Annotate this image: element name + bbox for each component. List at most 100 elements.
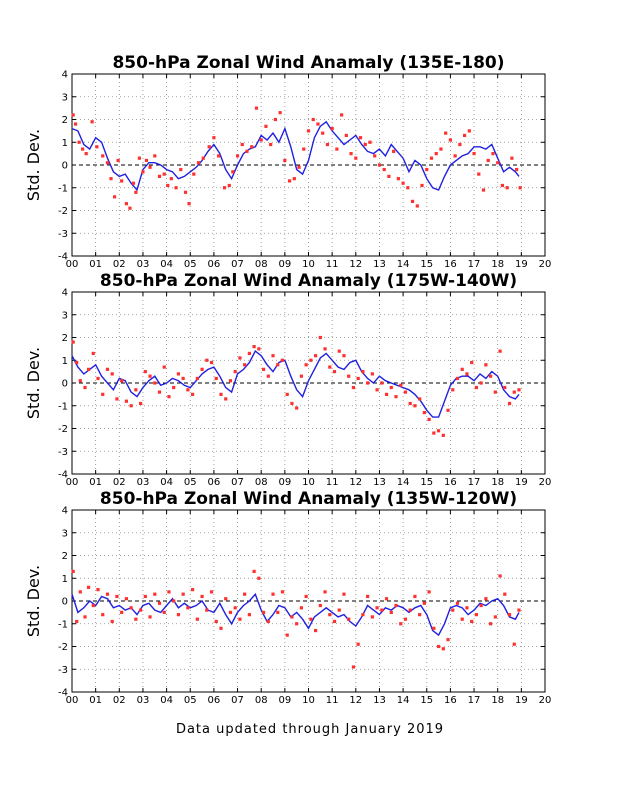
data-point [86, 367, 91, 371]
data-point [309, 358, 313, 362]
data-point [484, 597, 488, 601]
x-tick-label: 16 [444, 695, 457, 706]
data-point [238, 617, 242, 621]
data-point [176, 613, 181, 617]
x-tick-label: 10 [302, 477, 315, 488]
data-point [481, 188, 486, 192]
data-point [498, 574, 502, 578]
data-point [257, 576, 261, 580]
y-tick-label: -2 [58, 424, 68, 435]
data-point [124, 597, 128, 601]
y-tick-label: -1 [58, 619, 68, 630]
data-point [387, 174, 391, 178]
data-point [187, 202, 191, 206]
data-point [77, 140, 81, 144]
data-point [363, 142, 367, 147]
data-point [238, 356, 242, 360]
data-point [332, 619, 337, 624]
y-tick-label: 3 [62, 528, 68, 539]
data-point [101, 392, 105, 396]
chart-panel-3: 850-hPa Zonal Wind Anamaly (135W-120W)00… [24, 489, 551, 706]
x-tick-label: 12 [349, 477, 362, 488]
y-tick-label: -3 [58, 665, 68, 676]
data-point [401, 181, 405, 185]
data-point [109, 177, 113, 181]
data-point [361, 613, 365, 617]
y-tick-label: -2 [58, 206, 68, 217]
data-point [101, 154, 105, 158]
data-point [112, 195, 117, 199]
data-point [280, 590, 285, 594]
data-point [460, 617, 464, 621]
data-point [235, 154, 240, 158]
data-point [420, 183, 424, 188]
data-point [436, 644, 441, 649]
y-tick-label: 0 [62, 379, 68, 390]
data-point [462, 133, 467, 138]
y-tick-label: 1 [62, 138, 68, 149]
data-point [143, 594, 147, 599]
data-point [148, 165, 152, 169]
data-point [477, 172, 481, 176]
data-point [243, 592, 247, 596]
x-tick-label: 09 [278, 477, 291, 488]
x-tick-label: 00 [66, 259, 79, 270]
y-tick-label: 1 [62, 356, 68, 367]
x-tick-label: 03 [137, 477, 150, 488]
data-point [446, 638, 450, 642]
data-point [515, 167, 519, 172]
data-point [479, 603, 483, 608]
data-point [73, 122, 78, 126]
data-point [219, 626, 223, 630]
data-point [176, 372, 181, 376]
x-tick-label: 14 [397, 695, 410, 706]
data-point [351, 385, 356, 390]
data-point [444, 131, 448, 135]
data-point [432, 626, 436, 630]
data-point [287, 179, 292, 183]
x-tick-label: 06 [208, 259, 221, 270]
y-tick-label: 0 [62, 161, 68, 172]
x-tick-label: 13 [373, 695, 386, 706]
data-point [403, 617, 408, 621]
data-point [243, 363, 247, 367]
data-point [472, 152, 476, 156]
data-point [129, 606, 133, 610]
chart-panel-2: 850-hPa Zonal Wind Anamaly (175W-140W)00… [24, 271, 551, 488]
data-point [425, 167, 429, 172]
data-point [489, 374, 493, 378]
data-point [337, 349, 341, 353]
data-point [96, 376, 100, 381]
data-point [131, 181, 136, 185]
x-tick-label: 19 [515, 695, 528, 706]
data-point [214, 619, 218, 624]
data-point [266, 374, 270, 378]
data-point [316, 122, 320, 126]
data-point [470, 619, 474, 624]
data-point [78, 379, 82, 383]
x-tick-label: 01 [89, 695, 102, 706]
data-point [120, 610, 124, 614]
y-tick-label: -4 [58, 688, 68, 699]
x-tick-label: 20 [539, 695, 552, 706]
data-point [195, 376, 199, 381]
y-tick-label: 4 [62, 70, 68, 81]
data-point [120, 379, 124, 383]
data-point [356, 376, 360, 381]
x-tick-label: 00 [66, 695, 79, 706]
x-tick-label: 17 [468, 477, 481, 488]
data-point [144, 158, 149, 163]
data-point [330, 127, 334, 131]
data-point [71, 340, 75, 344]
data-point [285, 633, 289, 637]
data-point [413, 594, 417, 599]
data-point [115, 594, 119, 599]
data-point [137, 156, 142, 160]
data-point [512, 390, 516, 394]
data-point [479, 381, 483, 385]
data-point [373, 154, 377, 158]
data-point [141, 170, 145, 174]
data-point [375, 606, 379, 610]
data-point [191, 588, 195, 592]
data-point [342, 592, 346, 596]
